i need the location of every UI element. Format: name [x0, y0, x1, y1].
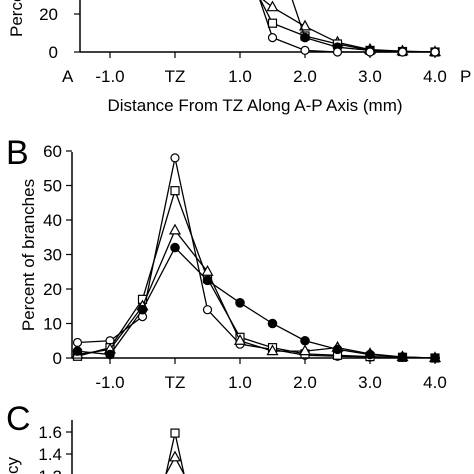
- panel-b-ytick-label: 60: [43, 142, 62, 161]
- panel-a: Perce 20 0 -1.0 TZ 1.0 2.0 3.0 4.0 A P Distan…: [7, 0, 471, 115]
- series-line-open-square: [165, 432, 176, 474]
- data-point-triangle: [266, 344, 279, 356]
- panel-b-ytick-label: 0: [53, 349, 62, 368]
- panel-a-ylabel: Perce: [7, 0, 26, 37]
- panel-a-xtick-label: TZ: [165, 67, 186, 86]
- data-point-triangle: [298, 19, 312, 31]
- data-point-square: [267, 18, 278, 28]
- series-line-open-triangle: [77, 229, 436, 359]
- panel-b-ytick-label: 50: [43, 177, 62, 196]
- data-point-filled-circle: [430, 353, 440, 363]
- data-point-triangle: [201, 265, 214, 276]
- data-point-open-circle: [300, 45, 310, 56]
- panel-b-ytick-label: 30: [43, 246, 62, 265]
- panel-a-xlabel: Distance From TZ Along A-P Axis (mm): [107, 96, 402, 115]
- data-point-filled-circle: [300, 32, 310, 43]
- panel-b-ylabel: Percent of branches: [19, 179, 38, 331]
- panel-a-xtick-label: 1.0: [228, 67, 252, 86]
- data-point-filled-circle: [267, 318, 278, 329]
- data-point-square: [170, 428, 180, 438]
- data-point-open-circle: [72, 337, 83, 348]
- data-point-triangle: [168, 450, 182, 462]
- data-point-open-circle: [397, 47, 408, 57]
- data-point-square: [170, 186, 180, 196]
- panel-b: B Percent of branches 0 10 20 30 40 50 60 -1.0 T…: [6, 134, 447, 392]
- data-point-open-circle: [170, 153, 180, 163]
- panel-a-xtick-label: 4.0: [423, 67, 447, 86]
- panel-b-letter: B: [6, 134, 29, 172]
- panel-b-ytick-label: 20: [43, 280, 62, 299]
- panel-c-ytick-label: 1.2: [38, 467, 62, 474]
- series-line-open-square: [77, 188, 436, 359]
- data-point-triangle: [233, 334, 247, 345]
- data-point-filled-circle: [137, 304, 148, 315]
- panel-a-anterior-label: A: [62, 67, 74, 86]
- panel-a-xtick-label: -1.0: [95, 67, 124, 86]
- series-line-filled-circle: [77, 246, 436, 359]
- data-point-filled-circle: [332, 344, 343, 355]
- panel-b-ytick-label: 40: [43, 211, 62, 230]
- panel-b-xtick-label: 1.0: [228, 373, 252, 392]
- panel-c-ylabel: cy: [3, 457, 22, 474]
- data-point-filled-circle: [235, 297, 245, 308]
- panel-b-xtick-label: 4.0: [423, 373, 447, 392]
- panel-c-letter: C: [6, 400, 31, 438]
- data-point-filled-circle: [397, 352, 408, 362]
- panel-a-xtick-label: 3.0: [358, 67, 382, 86]
- data-point-triangle: [266, 0, 279, 12]
- data-point-filled-circle: [105, 349, 115, 360]
- series-line-open-circle: [77, 157, 436, 359]
- panel-b-xtick-label: TZ: [165, 373, 186, 392]
- panel-c-ytick-label: 1.6: [38, 423, 62, 442]
- panel-a-ytick: 0: [49, 43, 58, 62]
- panel-a-ytick: 20: [39, 5, 58, 24]
- series-line-filled-circle: [291, 0, 436, 53]
- series-line-triangle: [262, 0, 436, 53]
- data-point-open-circle: [332, 47, 343, 57]
- series-line-open-square: [174, 432, 185, 474]
- panel-a-posterior-label: P: [460, 67, 471, 86]
- panel-b-xtick-label: 3.0: [358, 373, 382, 392]
- panel-b-xtick-label: 2.0: [293, 373, 317, 392]
- panel-b-ytick-label: 10: [43, 315, 62, 334]
- data-point-filled-circle: [300, 335, 310, 346]
- data-point-open-circle: [267, 32, 278, 43]
- panel-b-xtick-label: -1.0: [95, 373, 124, 392]
- panel-c: C cy 1.6 1.4 1.2: [3, 400, 185, 474]
- data-point-open-circle: [202, 305, 213, 315]
- data-point-filled-circle: [365, 349, 375, 360]
- data-point-filled-circle: [72, 346, 83, 356]
- data-point-filled-circle: [170, 242, 180, 253]
- panel-a-xtick-label: 2.0: [293, 67, 317, 86]
- data-point-open-circle: [365, 47, 375, 57]
- data-point-filled-circle: [202, 275, 213, 286]
- data-point-triangle: [298, 344, 312, 356]
- data-point-triangle: [168, 223, 182, 235]
- panel-c-ytick-label: 1.4: [38, 445, 62, 464]
- data-point-open-circle: [430, 47, 440, 57]
